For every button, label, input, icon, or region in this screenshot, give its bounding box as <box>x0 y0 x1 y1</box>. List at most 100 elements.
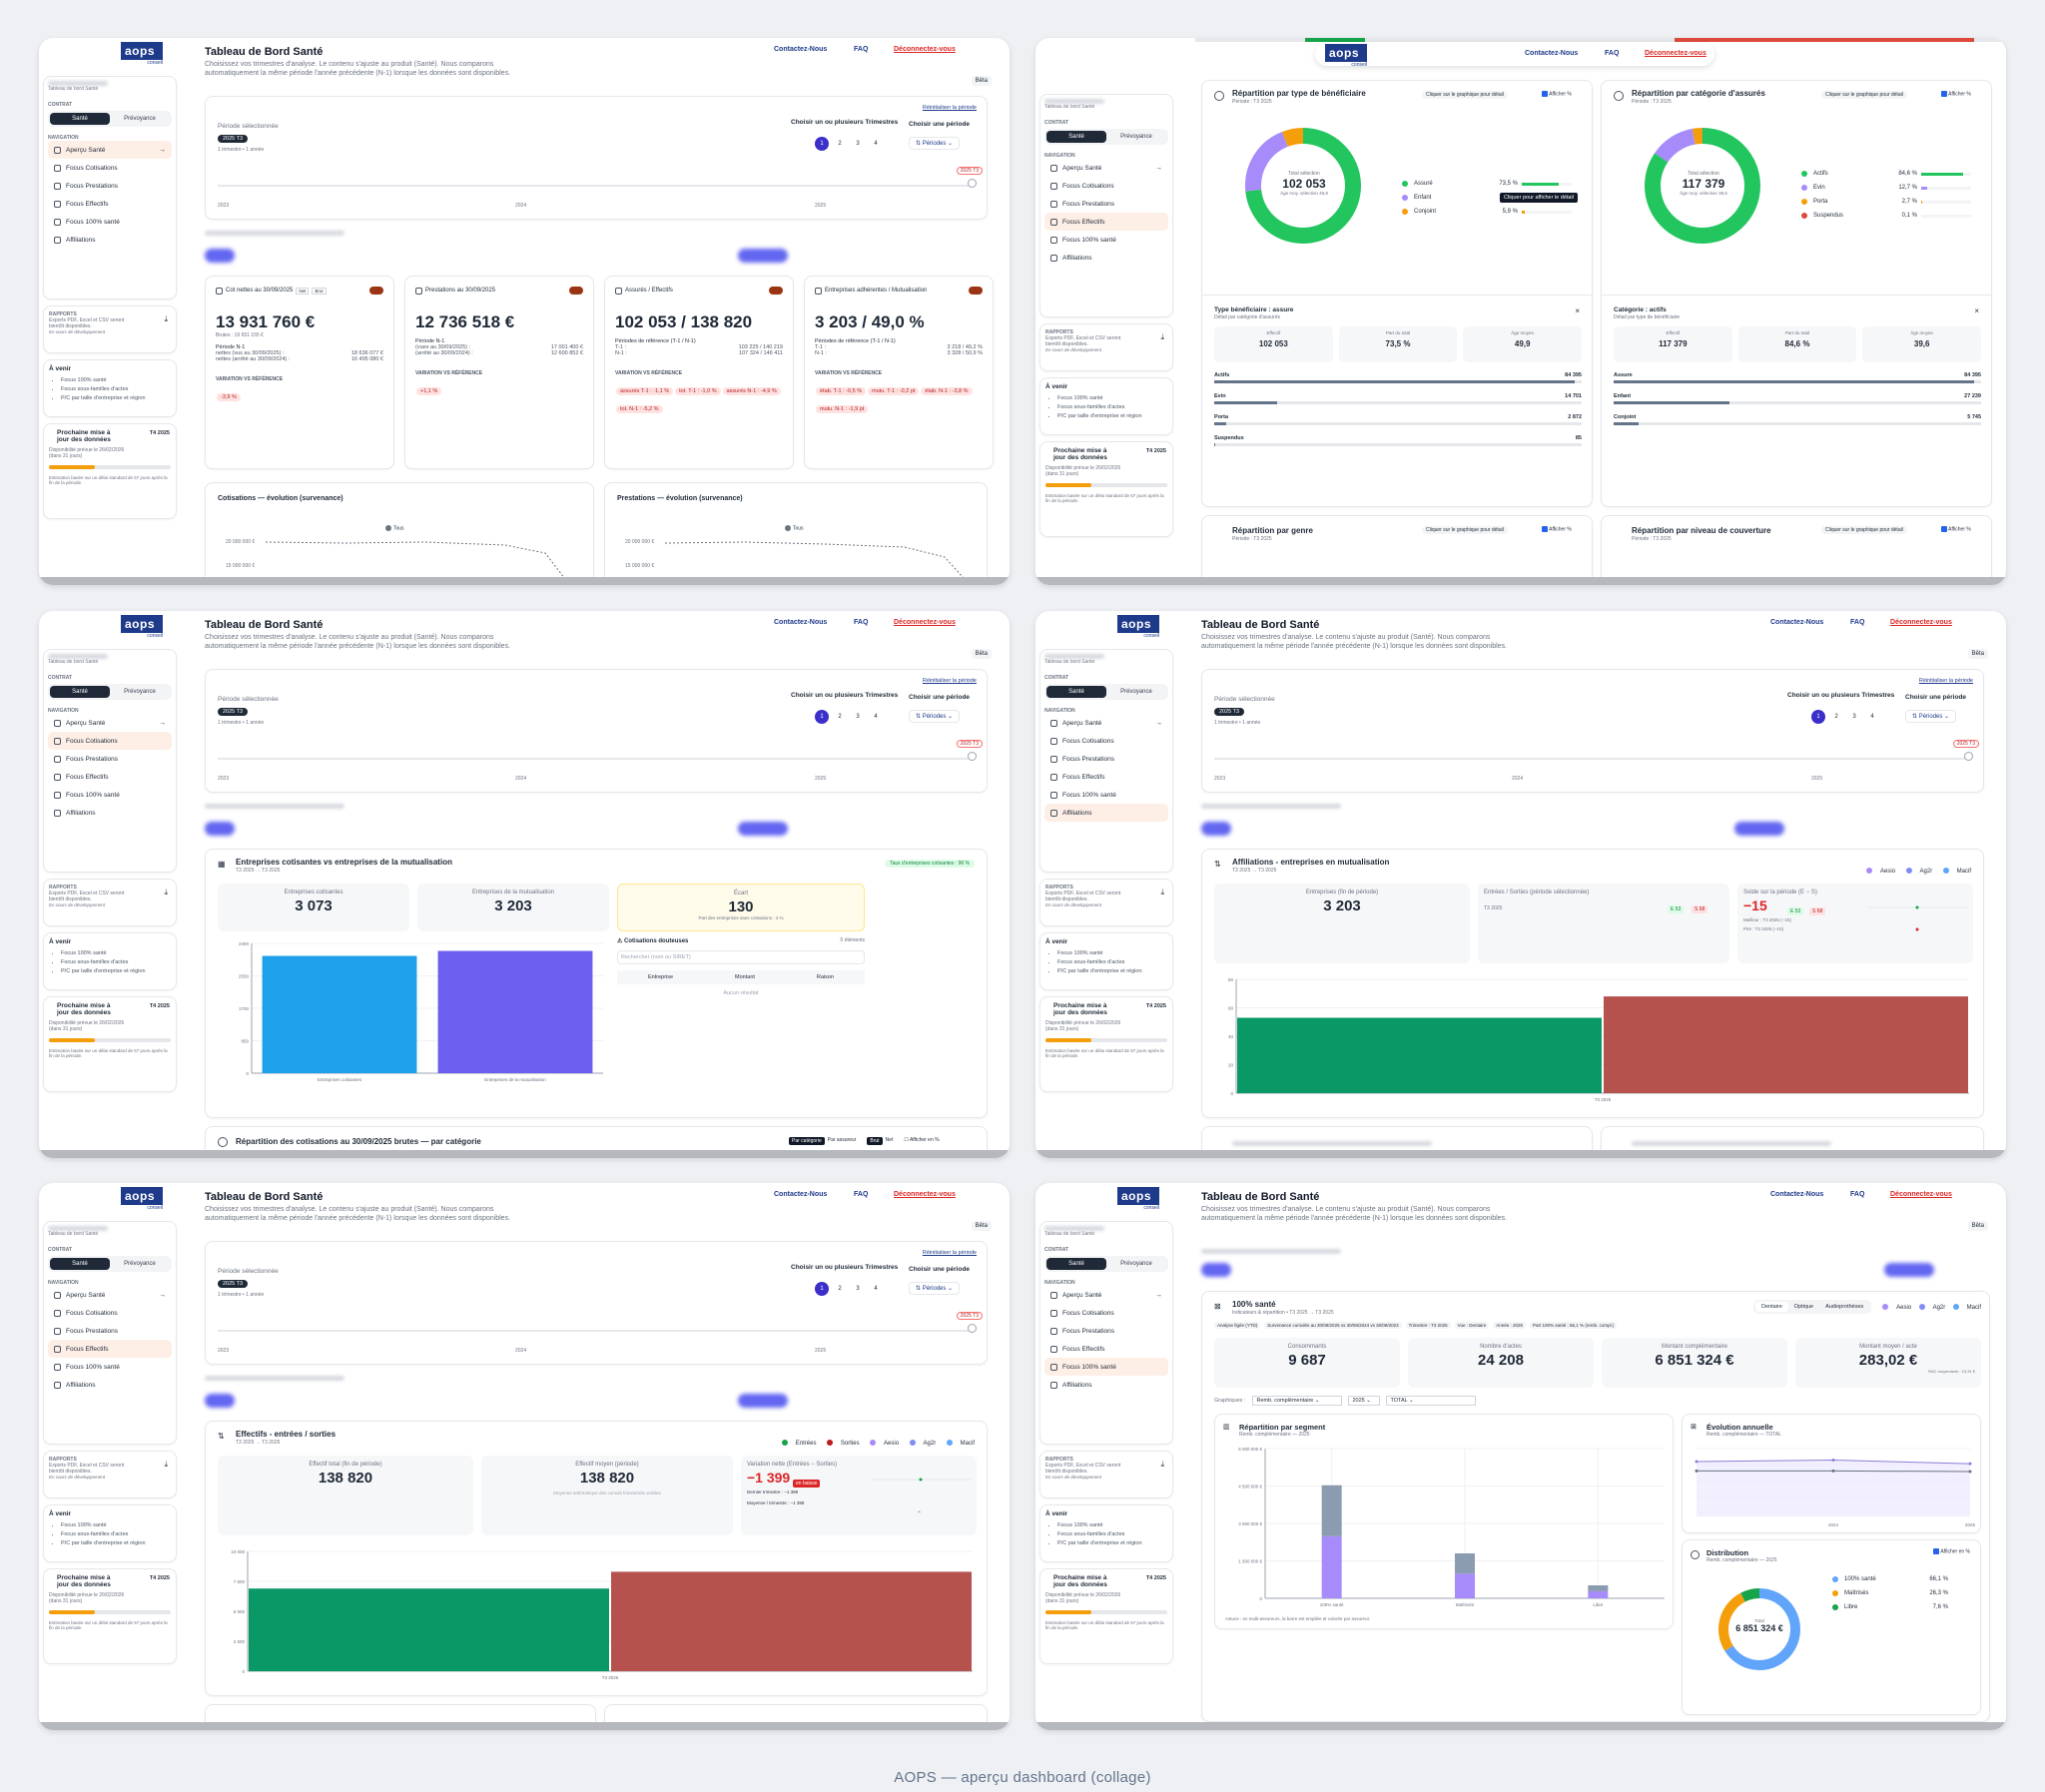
col-montant[interactable]: Montant <box>735 974 755 980</box>
contact-link[interactable]: Contactez-Nous <box>774 46 828 53</box>
logout-link[interactable]: Déconnectez-vous <box>894 619 956 626</box>
toggle-prevoyance[interactable]: Prévoyance <box>124 689 156 695</box>
legend-item[interactable]: Actifs 84,6 % <box>1801 167 1981 181</box>
toggle-prevoyance[interactable]: Prévoyance <box>1120 134 1152 140</box>
contact-link[interactable]: Contactez-Nous <box>1770 1191 1824 1198</box>
contact-link[interactable]: Contactez-Nous <box>774 1191 828 1198</box>
quarter-2[interactable]: 2 <box>1834 714 1838 720</box>
periodes-dropdown[interactable]: ⇅ Périodes ⌄ <box>909 137 961 150</box>
sidebar-item-100-sante[interactable]: Focus 100% santé <box>48 213 172 231</box>
sidebar-item-100-sante[interactable]: Focus 100% santé <box>1044 231 1168 249</box>
download-icon[interactable]: ⤓ <box>164 314 168 323</box>
aops-logo[interactable]: aops conseil <box>1117 615 1159 639</box>
quarter-picker[interactable]: 1 2 3 4 <box>815 710 883 724</box>
logout-link[interactable]: Déconnectez-vous <box>894 1191 956 1198</box>
legend-item[interactable]: Porta 2,7 % <box>1801 195 1981 209</box>
bar-entrées[interactable] <box>1237 1017 1602 1093</box>
sidebar-item-100-sante[interactable]: Focus 100% santé <box>48 1358 172 1376</box>
download-icon[interactable]: ⤓ <box>1160 1460 1164 1469</box>
sidebar-item-prestations[interactable]: Focus Prestations <box>1044 1322 1168 1340</box>
contract-toggle[interactable]: Santé Prévoyance <box>1044 684 1168 700</box>
sidebar-item-prestations[interactable]: Focus Prestations <box>48 1322 172 1340</box>
donut-slice[interactable] <box>1655 128 1697 163</box>
legend-item[interactable]: Evin 12,7 % <box>1801 181 1981 195</box>
contract-toggle[interactable]: Santé Prévoyance <box>1044 129 1168 145</box>
quarter-4[interactable]: 4 <box>874 714 878 720</box>
bar-segment[interactable] <box>1455 1553 1475 1574</box>
toggle-prevoyance[interactable]: Prévoyance <box>1120 1261 1152 1267</box>
legend-item[interactable]: Conjoint 5,9 % <box>1402 205 1582 219</box>
bar-sorties[interactable] <box>1604 996 1968 1093</box>
quarter-2[interactable]: 2 <box>838 714 842 720</box>
legend-item[interactable]: Maîtrisés 26,3 % <box>1832 1586 1972 1600</box>
sidebar-item-effectifs[interactable]: Focus Effectifs <box>48 768 172 786</box>
sidebar-item-100-sante[interactable]: Focus 100% santé <box>1044 1358 1168 1376</box>
legend-item[interactable]: Libre 7,6 % <box>1832 1600 1972 1614</box>
donut-slice[interactable] <box>1281 128 1304 147</box>
detail-row[interactable]: Actifs 84 395 <box>1214 372 1582 383</box>
detail-row[interactable]: Conjoint 5 745 <box>1614 414 1981 425</box>
sidebar-item-cotisations[interactable]: Focus Cotisations <box>1044 1304 1168 1322</box>
toggle-sante[interactable]: Santé <box>1046 686 1106 698</box>
toggle-sante[interactable]: Santé <box>50 686 110 698</box>
donut-slice[interactable] <box>1645 128 1760 244</box>
tag-brut[interactable]: Brut <box>312 287 327 295</box>
download-icon[interactable]: ⤓ <box>1160 888 1164 896</box>
bar-sorties[interactable] <box>611 1571 972 1671</box>
donut-slice[interactable] <box>1740 1588 1760 1602</box>
slider-handle[interactable] <box>968 752 977 761</box>
bar[interactable] <box>437 950 593 1073</box>
logout-link[interactable]: Déconnectez-vous <box>1890 619 1952 626</box>
contract-toggle[interactable]: Santé Prévoyance <box>48 111 172 127</box>
periodes-dropdown[interactable]: ⇅ Périodes ⌄ <box>909 1282 961 1295</box>
toggle-par-assureur[interactable]: Par assureur <box>827 1137 857 1143</box>
quarter-2[interactable]: 2 <box>838 1286 842 1292</box>
contact-link[interactable]: Contactez-Nous <box>1525 50 1579 57</box>
sidebar-item-apercu[interactable]: Aperçu Santé → <box>48 714 172 732</box>
logout-link[interactable]: Déconnectez-vous <box>1890 1191 1952 1198</box>
period-slider[interactable] <box>218 758 973 760</box>
quarter-3[interactable]: 3 <box>1852 714 1856 720</box>
tab-optique[interactable]: Optique <box>1793 1304 1814 1310</box>
reset-period-link[interactable]: Réinitialiser la période <box>922 1250 977 1256</box>
logout-link[interactable]: Déconnectez-vous <box>894 46 956 53</box>
sidebar-item-100-sante[interactable]: Focus 100% santé <box>1044 786 1168 804</box>
quarter-3[interactable]: 3 <box>856 714 860 720</box>
sidebar-item-cotisations[interactable]: Focus Cotisations <box>1044 732 1168 750</box>
sidebar-item-affiliations[interactable]: Affiliations <box>1044 249 1168 267</box>
sidebar-item-apercu[interactable]: Aperçu Santé → <box>48 1286 172 1304</box>
sidebar-item-affiliations[interactable]: Affiliations <box>1044 1376 1168 1394</box>
bar-segment[interactable] <box>1455 1573 1475 1598</box>
kpi-card[interactable]: Cot nettes au 30/09/2025 Net Brut 13 931 7… <box>205 276 394 469</box>
sante-tabs[interactable]: Dentaire Optique Audioprothèses <box>1753 1300 1872 1314</box>
faq-link[interactable]: FAQ <box>854 46 869 53</box>
close-icon[interactable]: × <box>1575 306 1580 315</box>
sidebar-item-effectifs[interactable]: Focus Effectifs <box>1044 213 1168 231</box>
sidebar-item-100-sante[interactable]: Focus 100% santé <box>48 786 172 804</box>
sidebar-item-effectifs[interactable]: Focus Effectifs <box>48 1340 172 1358</box>
sidebar-item-prestations[interactable]: Focus Prestations <box>48 750 172 768</box>
tab-audioprotheses[interactable]: Audioprothèses <box>1825 1304 1864 1310</box>
sidebar-item-prestations[interactable]: Focus Prestations <box>48 177 172 195</box>
toggle-sante[interactable]: Santé <box>50 113 110 125</box>
sidebar-item-prestations[interactable]: Focus Prestations <box>1044 195 1168 213</box>
kpi-card[interactable]: Entreprises adhérentes / Mutualisation 3… <box>804 276 994 469</box>
col-entreprise[interactable]: Entreprise <box>647 974 674 980</box>
line-point[interactable] <box>1695 1469 1699 1473</box>
download-icon[interactable]: ⤓ <box>164 888 168 896</box>
download-icon[interactable]: ⤓ <box>164 1460 168 1469</box>
sidebar-item-apercu[interactable]: Aperçu Santé → <box>1044 714 1168 732</box>
contact-link[interactable]: Contactez-Nous <box>774 619 828 626</box>
periodes-dropdown[interactable]: ⇅ Périodes ⌄ <box>909 710 961 723</box>
period-slider[interactable] <box>218 185 973 187</box>
tag-net[interactable]: Net <box>296 287 310 295</box>
logout-link[interactable]: Déconnectez-vous <box>1645 50 1706 57</box>
contact-link[interactable]: Contactez-Nous <box>1770 619 1824 626</box>
faq-link[interactable]: FAQ <box>854 1191 869 1198</box>
search-input[interactable]: Rechercher (nom ou SIRET) <box>617 950 865 964</box>
bar[interactable] <box>262 955 417 1073</box>
sidebar-item-affiliations[interactable]: Affiliations <box>48 804 172 822</box>
detail-row[interactable]: Evin 14 701 <box>1214 393 1582 404</box>
legend-item[interactable]: Suspendus 0,1 % <box>1801 209 1981 223</box>
periodes-dropdown[interactable]: ⇅ Périodes ⌄ <box>1905 710 1957 723</box>
